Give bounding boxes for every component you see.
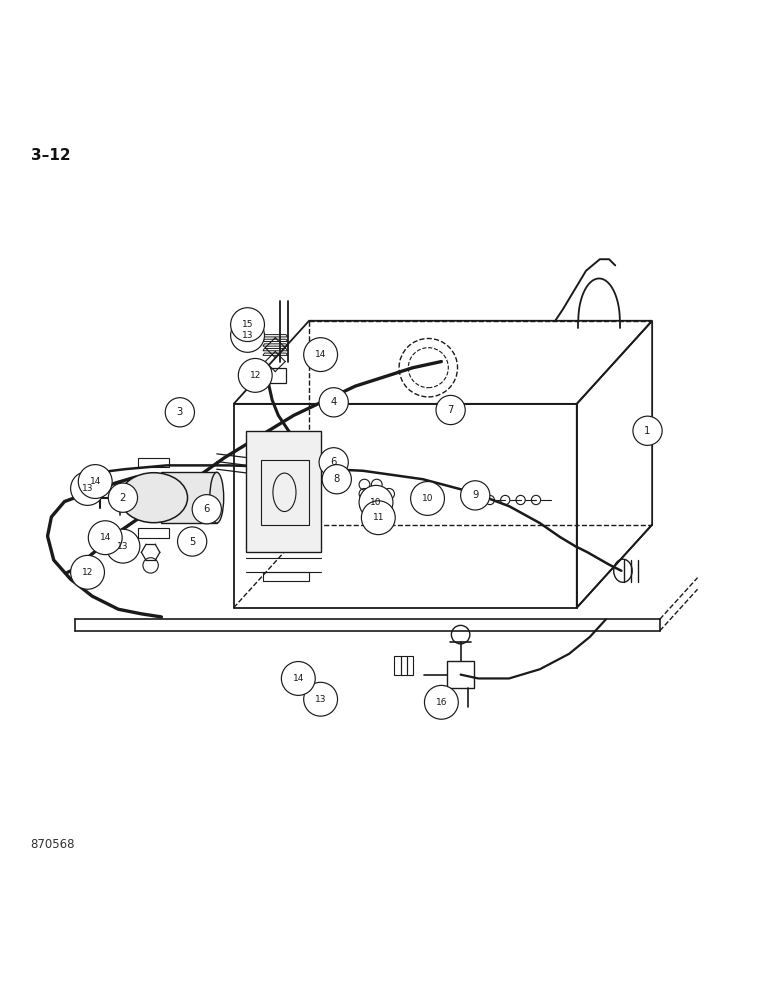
Text: 13: 13 <box>315 695 327 704</box>
Circle shape <box>178 527 207 556</box>
Text: 11: 11 <box>373 513 384 522</box>
Circle shape <box>633 416 662 445</box>
Circle shape <box>436 395 466 425</box>
Text: 6: 6 <box>330 457 337 467</box>
Circle shape <box>281 662 315 695</box>
Circle shape <box>70 472 104 505</box>
Text: 9: 9 <box>472 490 479 500</box>
Text: 10: 10 <box>371 498 381 507</box>
Circle shape <box>165 398 195 427</box>
Text: 7: 7 <box>448 405 454 415</box>
Circle shape <box>319 388 348 417</box>
Text: 3: 3 <box>177 407 183 417</box>
Polygon shape <box>161 472 217 523</box>
Text: 10: 10 <box>422 494 433 503</box>
Circle shape <box>359 485 393 519</box>
Text: 14: 14 <box>90 477 101 486</box>
Text: 13: 13 <box>82 484 93 493</box>
Polygon shape <box>246 431 320 552</box>
Circle shape <box>322 465 351 494</box>
Text: 12: 12 <box>82 568 93 577</box>
Text: 13: 13 <box>117 542 129 551</box>
Text: 15: 15 <box>242 320 253 329</box>
Text: 14: 14 <box>100 533 111 542</box>
Text: 1: 1 <box>645 426 651 436</box>
Circle shape <box>108 483 137 512</box>
Text: 12: 12 <box>249 371 261 380</box>
Circle shape <box>231 308 265 342</box>
Circle shape <box>411 482 445 515</box>
Circle shape <box>106 529 140 563</box>
Ellipse shape <box>210 472 224 523</box>
Text: 14: 14 <box>293 674 304 683</box>
Circle shape <box>231 318 265 352</box>
Circle shape <box>88 521 122 555</box>
Text: 4: 4 <box>330 397 337 407</box>
Text: 6: 6 <box>204 504 210 514</box>
Text: 2: 2 <box>120 493 126 503</box>
Text: 870568: 870568 <box>31 838 75 851</box>
Text: 14: 14 <box>315 350 327 359</box>
Circle shape <box>78 465 112 498</box>
Circle shape <box>239 358 273 392</box>
Text: 13: 13 <box>242 331 253 340</box>
Text: 5: 5 <box>189 537 195 547</box>
Circle shape <box>461 481 490 510</box>
Text: 16: 16 <box>435 698 447 707</box>
Circle shape <box>425 685 459 719</box>
Circle shape <box>192 495 222 524</box>
Text: 8: 8 <box>334 474 340 484</box>
Text: 3–12: 3–12 <box>31 148 70 163</box>
Circle shape <box>319 448 348 477</box>
Circle shape <box>70 555 104 589</box>
Circle shape <box>303 682 337 716</box>
Circle shape <box>303 338 337 372</box>
Circle shape <box>361 501 395 535</box>
Ellipse shape <box>120 473 188 523</box>
